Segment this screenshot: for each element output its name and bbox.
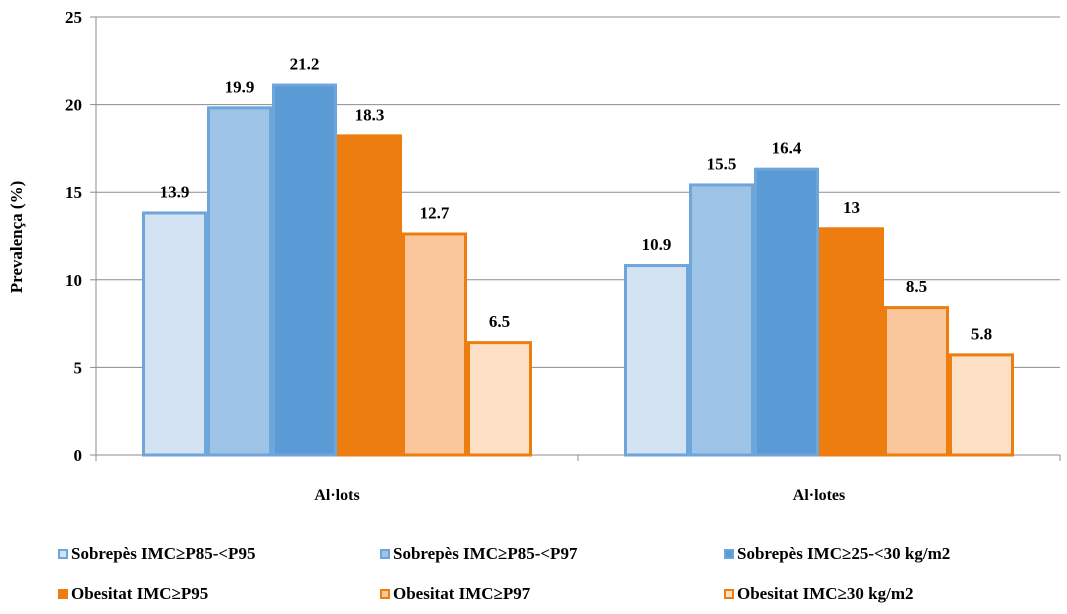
legend-label: Sobrepès IMC≥25-<30 kg/m2: [737, 544, 951, 563]
y-tick-label: 5: [74, 358, 83, 377]
legend-label: Sobrepès IMC≥P85-<P95: [71, 544, 256, 563]
data-label: 10.9: [642, 235, 672, 254]
data-label: 16.4: [772, 139, 802, 158]
legend-item: Sobrepès IMC≥P85-<P97: [380, 544, 577, 564]
bar-1-3: [819, 227, 884, 457]
data-label: 13.9: [160, 182, 190, 201]
data-label: 21.2: [290, 55, 320, 74]
y-tick-label: 15: [65, 183, 82, 202]
legend-swatch: [380, 589, 390, 599]
data-label: 18.3: [355, 105, 385, 124]
data-label: 6.5: [489, 312, 510, 331]
bar-1-0: [624, 264, 689, 457]
legend-swatch: [380, 549, 390, 559]
bar-1-1: [689, 183, 754, 457]
bar-1-4: [884, 306, 949, 457]
legend-item: Sobrepès IMC≥P85-<P95: [58, 544, 255, 564]
y-tick-label: 25: [65, 8, 82, 27]
data-label: 12.7: [420, 203, 450, 222]
legend-swatch: [58, 589, 68, 599]
bar-1-5: [949, 353, 1014, 457]
bar-0-1: [207, 106, 272, 457]
legend-swatch: [724, 549, 734, 559]
legend-item: Obesitat IMC≥P95: [58, 584, 208, 604]
legend-label: Obesitat IMC≥P97: [393, 584, 531, 603]
y-tick-label: 20: [65, 96, 82, 115]
bar-0-2: [272, 83, 337, 457]
bar-0-0: [142, 211, 207, 457]
bars: [142, 83, 1014, 457]
data-label: 15.5: [707, 154, 737, 173]
bar-0-4: [402, 232, 467, 457]
data-label: 5.8: [971, 324, 992, 343]
bar-0-3: [337, 134, 402, 457]
legend-label: Obesitat IMC≥P95: [71, 584, 209, 603]
y-tick-label: 10: [65, 271, 82, 290]
legend-label: Sobrepès IMC≥P85-<P97: [393, 544, 578, 563]
legend-swatch: [724, 589, 734, 599]
legend-item: Obesitat IMC≥P97: [380, 584, 530, 604]
bar-0-5: [467, 341, 532, 457]
y-axis-label: Prevalença (%): [7, 181, 26, 294]
legend-swatch: [58, 549, 68, 559]
bar-chart: 0 5 10 15 20 25 13.9 19.9 21.2 18.3 12.7 6.5 10.9 15…: [7, 8, 1061, 504]
data-label: 19.9: [225, 77, 255, 96]
legend-label: Obesitat IMC≥30 kg/m2: [737, 584, 914, 603]
y-tick-label: 0: [74, 446, 83, 465]
data-labels: 13.9 19.9 21.2 18.3 12.7 6.5 10.9 15.5 16.4 13 8.5…: [160, 55, 993, 344]
legend-item: Obesitat IMC≥30 kg/m2: [724, 584, 914, 604]
category-label: Al·lotes: [793, 487, 845, 504]
bar-1-2: [754, 167, 819, 457]
data-label: 8.5: [906, 277, 927, 296]
category-label: Al·lots: [314, 487, 359, 504]
data-label: 13: [843, 198, 860, 217]
x-axis-categories: Al·lots Al·lotes: [314, 487, 845, 504]
legend-item: Sobrepès IMC≥25-<30 kg/m2: [724, 544, 950, 564]
y-axis-ticks: 0 5 10 15 20 25: [65, 8, 82, 465]
